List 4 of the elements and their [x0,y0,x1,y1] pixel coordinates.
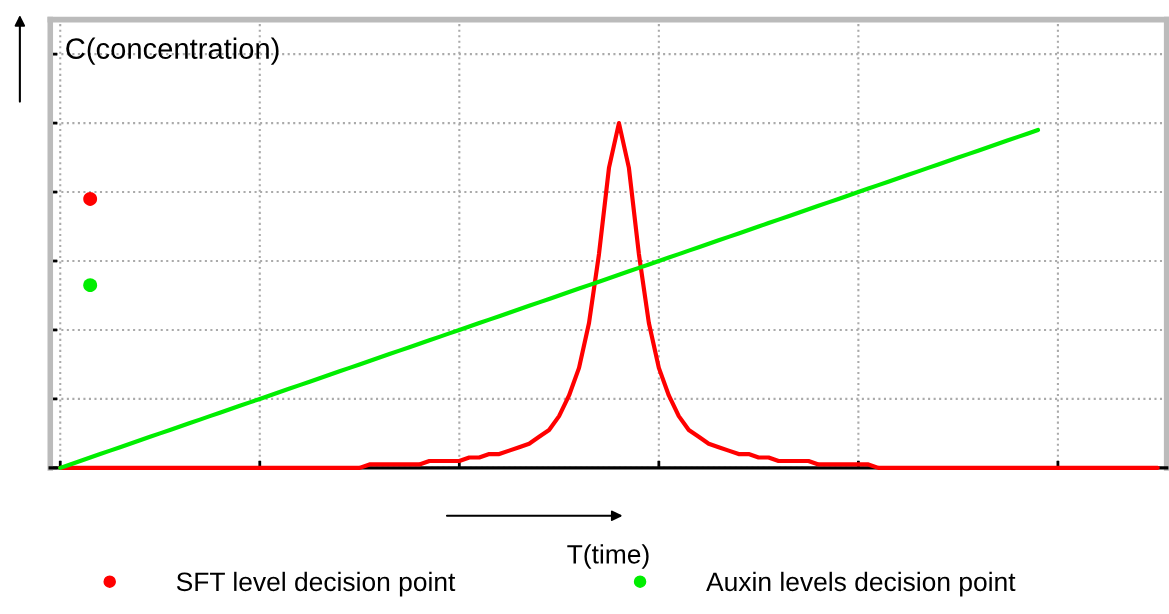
y-axis-title: C(concentration) [66,37,279,65]
x-axis-title: T(time) [567,544,649,569]
legend-label: Auxin levels decision point [706,571,1016,597]
legend-label: SFT level decision point [176,571,456,597]
